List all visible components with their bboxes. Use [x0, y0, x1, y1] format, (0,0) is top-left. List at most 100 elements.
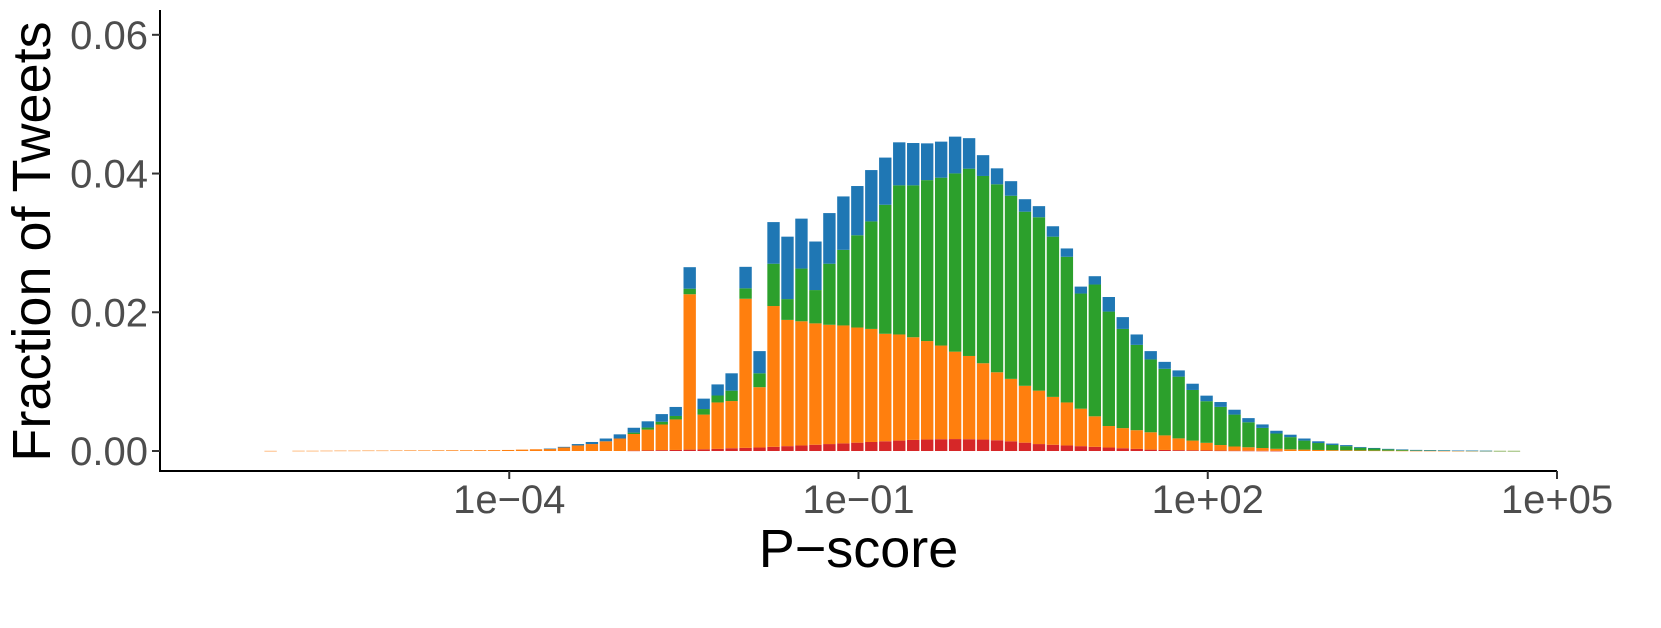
- bar-segment-s0-b38: [795, 445, 808, 451]
- bar-segment-s2-b51: [976, 175, 990, 364]
- bar-segment-s1-b6: [348, 450, 361, 452]
- bar-segment-s3-b41: [837, 196, 850, 250]
- bar-segment-s3-b46: [907, 143, 920, 186]
- bar-segment-s1-b23: [585, 444, 599, 451]
- bar-segment-s0-b67: [1200, 450, 1213, 451]
- bar-segment-s3-b81: [1395, 449, 1409, 450]
- bar-segment-s1-b20: [543, 448, 557, 451]
- bar-segment-s0-b59: [1088, 446, 1102, 451]
- bar-segment-s1-b50: [962, 355, 976, 440]
- bar-segment-s2-b41: [837, 249, 850, 326]
- bar-segment-s0-b62: [1130, 448, 1143, 451]
- bar-segment-s0-b51: [976, 439, 990, 451]
- bar-segment-s0-b42: [851, 442, 864, 451]
- bar-segment-s3-b20: [543, 448, 557, 450]
- bar-segment-s1-b47: [921, 341, 934, 440]
- bar-segment-s3-b65: [1172, 370, 1185, 377]
- bar-segment-s1-b5: [334, 450, 347, 452]
- bar-segment-s1-b73: [1284, 449, 1297, 451]
- bar-segment-s0-b40: [823, 444, 836, 451]
- bar-segment-s1-b51: [976, 363, 990, 440]
- x-tick-label: 1e+05: [1501, 478, 1613, 522]
- bar-segment-s1-b38: [795, 321, 808, 446]
- bar-segment-s3-b24: [599, 438, 613, 442]
- bar-segment-s1-b46: [907, 337, 920, 440]
- bar-segment-s2-b60: [1102, 311, 1115, 427]
- bar-segment-s1-b84: [1437, 450, 1451, 452]
- bar-segment-s1-b43: [865, 328, 878, 442]
- bar-segment-s0-b47: [921, 439, 934, 451]
- bar-segment-s3-b59: [1088, 276, 1102, 285]
- bar-segment-s2-b28: [655, 421, 668, 425]
- bar-segment-s0-b26: [627, 450, 641, 452]
- bar-segment-s2-b89: [1507, 450, 1521, 452]
- bar-segment-s1-b60: [1102, 426, 1115, 448]
- bar-segment-s2-b55: [1032, 217, 1046, 391]
- bar-segment-s0-b44: [879, 441, 892, 451]
- bar-segment-s3-b54: [1018, 199, 1032, 212]
- bar-segment-s0-b52: [990, 440, 1004, 451]
- bar-segment-s2-b74: [1298, 440, 1311, 450]
- bar-segment-s0-b58: [1074, 446, 1088, 451]
- bar-segment-s3-b28: [655, 414, 668, 422]
- bar-segment-s0-b68: [1214, 450, 1227, 452]
- bar-segment-s3-b25: [613, 434, 627, 439]
- bar-segment-s1-b0: [264, 450, 277, 452]
- bar-segment-s0-b57: [1060, 445, 1074, 451]
- bar-segment-s2-b37: [781, 299, 794, 320]
- bar-segment-s0-b64: [1158, 449, 1171, 451]
- bar-segment-s3-b87: [1479, 450, 1493, 452]
- bar-segment-s2-b66: [1186, 389, 1199, 441]
- bar-segment-s1-b19: [529, 449, 543, 451]
- bar-segment-s1-b2: [292, 450, 305, 452]
- bar-segment-s3-b64: [1158, 361, 1171, 369]
- bar-segment-s1-b40: [823, 324, 836, 445]
- bar-segment-s3-b76: [1326, 443, 1339, 445]
- bar-segment-s3-b37: [781, 236, 794, 300]
- bar-segment-s1-b58: [1074, 408, 1088, 447]
- bar-segment-s0-b61: [1116, 448, 1129, 451]
- bar-segment-s0-b63: [1144, 449, 1157, 451]
- bar-segment-s1-b57: [1060, 402, 1074, 446]
- bar-segment-s2-b50: [962, 168, 976, 356]
- ticks-layer: 0.00 0.02 0.04 0.06 1e−04 1e−01 1e+02 1e+05: [70, 14, 1613, 522]
- bar-segment-s1-b74: [1298, 449, 1311, 451]
- y-tick-label: 0.06: [70, 14, 148, 58]
- bar-segment-s2-b54: [1018, 211, 1032, 386]
- bar-segment-s3-b51: [976, 155, 990, 176]
- bar-segment-s0-b30: [683, 449, 696, 451]
- bar-segment-s1-b32: [711, 402, 724, 449]
- bar-segment-s1-b65: [1172, 438, 1185, 451]
- bar-segment-s3-b40: [823, 213, 836, 264]
- bar-segment-s2-b59: [1088, 284, 1102, 417]
- bar-segment-s2-b32: [711, 395, 724, 403]
- bar-segment-s1-b67: [1200, 442, 1213, 451]
- bar-segment-s2-b64: [1158, 368, 1171, 436]
- bar-segment-s2-b49: [948, 173, 962, 352]
- bar-segment-s1-b34: [739, 298, 752, 448]
- bar-segment-s3-b67: [1200, 395, 1213, 402]
- bar-segment-s3-b39: [809, 241, 822, 291]
- bar-segment-s3-b61: [1116, 317, 1129, 329]
- bar-segment-s2-b33: [725, 390, 738, 402]
- bar-segment-s1-b3: [306, 450, 319, 452]
- bar-segment-s2-b53: [1004, 195, 1018, 379]
- bar-segment-s2-b75: [1312, 443, 1325, 450]
- bar-segment-s0-b35: [753, 447, 766, 451]
- bar-segment-s3-b50: [962, 138, 976, 169]
- bar-segment-s3-b22: [571, 444, 585, 446]
- bar-segment-s1-b16: [487, 450, 501, 451]
- bar-segment-s3-b69: [1228, 409, 1241, 415]
- bar-segment-s1-b26: [627, 434, 641, 451]
- bar-segment-s2-b68: [1214, 406, 1227, 446]
- bar-segment-s3-b80: [1382, 448, 1395, 450]
- bar-segment-s3-b60: [1102, 297, 1115, 312]
- bar-segment-s1-b12: [432, 450, 445, 451]
- bar-segment-s2-b69: [1228, 414, 1241, 447]
- bar-segment-s3-b84: [1437, 450, 1451, 451]
- bar-segment-s2-b47: [921, 180, 934, 342]
- bar-segment-s2-b72: [1270, 433, 1283, 449]
- bar-segment-s1-b17: [501, 449, 515, 451]
- bar-segment-s0-b29: [669, 449, 682, 451]
